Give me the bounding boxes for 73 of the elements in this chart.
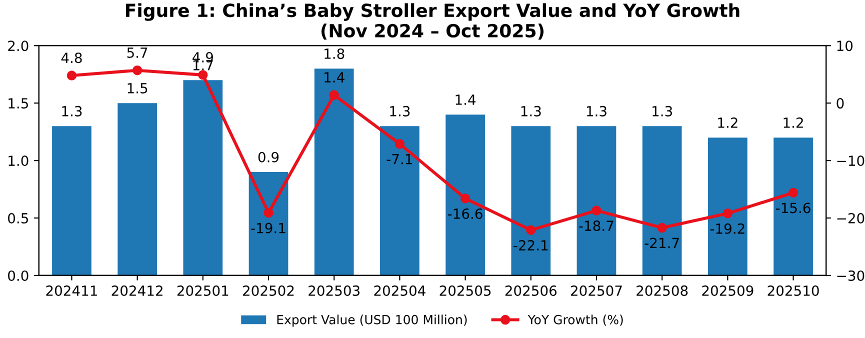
point <box>788 188 798 198</box>
data-label: -16.6 <box>448 208 482 219</box>
data-label: 5.7 <box>127 48 148 58</box>
x-tick-label: 202501 <box>177 285 228 296</box>
y2-tick-label: 10 <box>837 40 853 52</box>
data-label: 1.3 <box>390 106 410 116</box>
x-tick-label: 202505 <box>440 285 491 296</box>
y-tick-label: 1.5 <box>8 98 28 109</box>
x-tick-label: 202506 <box>505 285 557 296</box>
x-tick-label: 202507 <box>570 285 622 296</box>
point <box>592 206 602 216</box>
legend-label: Export Value (USD 100 Million) <box>277 314 467 327</box>
data-label: 0.9 <box>258 152 279 162</box>
data-label: -22.1 <box>514 240 548 250</box>
point <box>132 65 142 76</box>
data-label: 1.3 <box>586 106 606 116</box>
data-label: 1.8 <box>324 48 344 59</box>
point <box>526 225 536 235</box>
data-label: 1.3 <box>652 106 672 116</box>
point <box>198 70 208 80</box>
x-tick-label: 202411 <box>46 285 97 296</box>
bar <box>380 126 420 276</box>
bar <box>708 138 748 276</box>
x-tick-label: 202510 <box>768 285 819 296</box>
x-tick-label: 202509 <box>702 285 754 296</box>
bar <box>314 68 354 276</box>
point <box>460 194 470 204</box>
x-tick-label: 202504 <box>374 285 426 296</box>
bar <box>52 126 92 276</box>
data-label: -19.2 <box>710 223 744 234</box>
point <box>264 208 274 218</box>
y2-tick-label: −30 <box>837 270 864 281</box>
data-label: 1.2 <box>784 117 803 128</box>
data-label: 1.5 <box>128 83 148 94</box>
data-label: 4.8 <box>61 52 82 64</box>
y-tick-label: 2.0 <box>8 40 28 52</box>
point <box>66 70 77 80</box>
point <box>329 90 339 100</box>
y-tick-label: 1.0 <box>8 156 28 166</box>
y2-tick-label: 0 <box>836 98 844 109</box>
y2-tick-label: −20 <box>837 212 864 224</box>
data-label: -21.7 <box>644 238 679 248</box>
chart-title: Figure 1: China’s Baby Stroller Export Value and YoY Growth (Nov 2024 – Oct 2025) <box>126 3 740 40</box>
y-tick-label: 0.0 <box>8 270 28 281</box>
data-label: 1.2 <box>718 117 738 128</box>
point <box>722 208 733 218</box>
bar <box>183 80 223 276</box>
bar <box>576 126 616 276</box>
bar <box>446 114 485 276</box>
bar <box>118 103 157 276</box>
data-label: 1.4 <box>456 94 476 105</box>
data-label: -15.6 <box>776 202 810 214</box>
x-tick-label: 202508 <box>636 285 688 296</box>
data-label: 1.3 <box>521 106 541 116</box>
bar <box>642 126 682 276</box>
x-tick-label: 202503 <box>308 285 360 296</box>
data-label: -19.1 <box>251 222 286 234</box>
bar <box>774 138 813 276</box>
bar <box>511 126 551 276</box>
x-tick-label: 202412 <box>112 285 162 296</box>
data-label: -18.7 <box>579 220 614 232</box>
data-label: 1.3 <box>62 106 82 116</box>
data-label: 1.7 <box>193 60 213 70</box>
data-label: 4.9 <box>192 52 213 63</box>
y-tick-label: 0.5 <box>8 212 28 224</box>
legend-label: YoY Growth (%) <box>528 314 623 326</box>
x-tick-label: 202502 <box>243 285 294 296</box>
bar <box>248 172 288 276</box>
data-label: -7.1 <box>386 154 412 164</box>
y2-tick-label: −10 <box>837 156 864 166</box>
point <box>657 222 667 233</box>
point <box>394 139 405 149</box>
data-label: 1.4 <box>324 72 344 82</box>
